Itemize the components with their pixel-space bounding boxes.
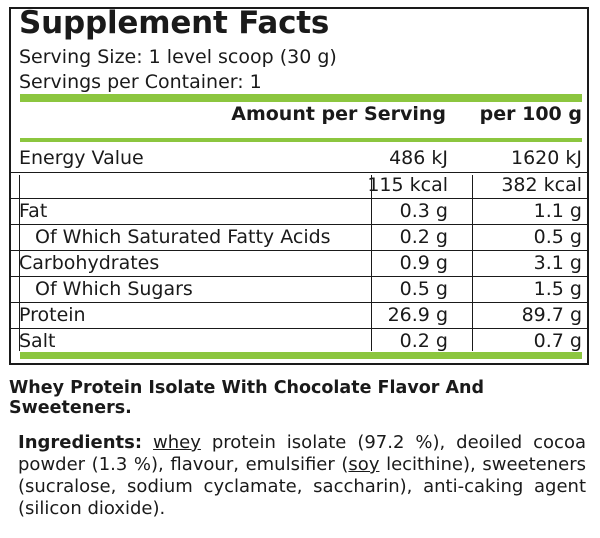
value-per-serving: 26.9 g (387, 304, 448, 326)
row-saturated-fat: Of Which Saturated Fatty Acids 0.2 g 0.5… (11, 224, 587, 251)
ingredients-text: Ingredients: whey protein isolate (97.2 … (18, 432, 586, 520)
header-per-100g: per 100 g (479, 103, 582, 125)
table-rule-left (19, 175, 20, 351)
divider-bar-top (20, 94, 582, 102)
row-energy-kcal: 115 kcal 382 kcal (11, 172, 587, 199)
panel-title: Supplement Facts (19, 5, 330, 41)
allergen-whey: whey (153, 432, 201, 453)
value-per-serving: 115 kcal (367, 174, 448, 196)
value-per-serving: 0.5 g (399, 278, 448, 300)
value-per-100g: 0.5 g (533, 226, 582, 248)
value-per-100g: 1.1 g (533, 200, 582, 222)
row-salt: Salt 0.2 g 0.7 g (11, 328, 587, 355)
row-label: Carbohydrates (19, 252, 160, 274)
table-rule-right (472, 175, 473, 351)
value-per-serving: 0.3 g (399, 200, 448, 222)
value-per-serving: 0.2 g (399, 226, 448, 248)
value-per-100g: 1.5 g (533, 278, 582, 300)
row-energy-kj: Energy Value 486 kJ 1620 kJ (11, 146, 587, 172)
divider-bar-bottom (20, 352, 582, 359)
row-label: Of Which Saturated Fatty Acids (35, 226, 331, 248)
serving-size: Serving Size: 1 level scoop (30 g) (19, 46, 337, 68)
servings-per-container: Servings per Container: 1 (19, 71, 262, 93)
row-label: Protein (19, 304, 86, 326)
value-per-100g: 3.1 g (533, 252, 582, 274)
divider-bar-header (20, 138, 582, 142)
row-label: Energy Value (19, 147, 144, 169)
supplement-facts-panel: Supplement Facts Serving Size: 1 level s… (9, 5, 589, 365)
value-per-100g: 0.7 g (533, 330, 582, 352)
row-carbohydrates: Carbohydrates 0.9 g 3.1 g (11, 250, 587, 277)
value-per-serving: 0.2 g (399, 330, 448, 352)
header-per-serving: Amount per Serving (231, 103, 446, 125)
table-rule-mid (371, 175, 372, 351)
value-per-100g: 382 kcal (501, 174, 582, 196)
value-per-serving: 0.9 g (399, 252, 448, 274)
value-per-serving: 486 kJ (389, 147, 448, 169)
ingredients-part-2: lecithine), sweeteners (sucralose, sodiu… (18, 454, 586, 519)
row-label: Salt (19, 330, 56, 352)
product-description: Whey Protein Isolate With Chocolate Flav… (9, 378, 484, 418)
ingredients-part-1: protein isolate (97.2 %), deoiled cocoa … (18, 432, 586, 475)
ingredients-label: Ingredients: (18, 432, 143, 453)
row-label: Fat (19, 200, 48, 222)
row-fat: Fat 0.3 g 1.1 g (11, 198, 587, 225)
row-label: Of Which Sugars (35, 278, 193, 300)
value-per-100g: 89.7 g (521, 304, 582, 326)
row-sugars: Of Which Sugars 0.5 g 1.5 g (11, 276, 587, 303)
allergen-soy: soy (348, 454, 380, 475)
row-protein: Protein 26.9 g 89.7 g (11, 302, 587, 329)
value-per-100g: 1620 kJ (511, 147, 582, 169)
